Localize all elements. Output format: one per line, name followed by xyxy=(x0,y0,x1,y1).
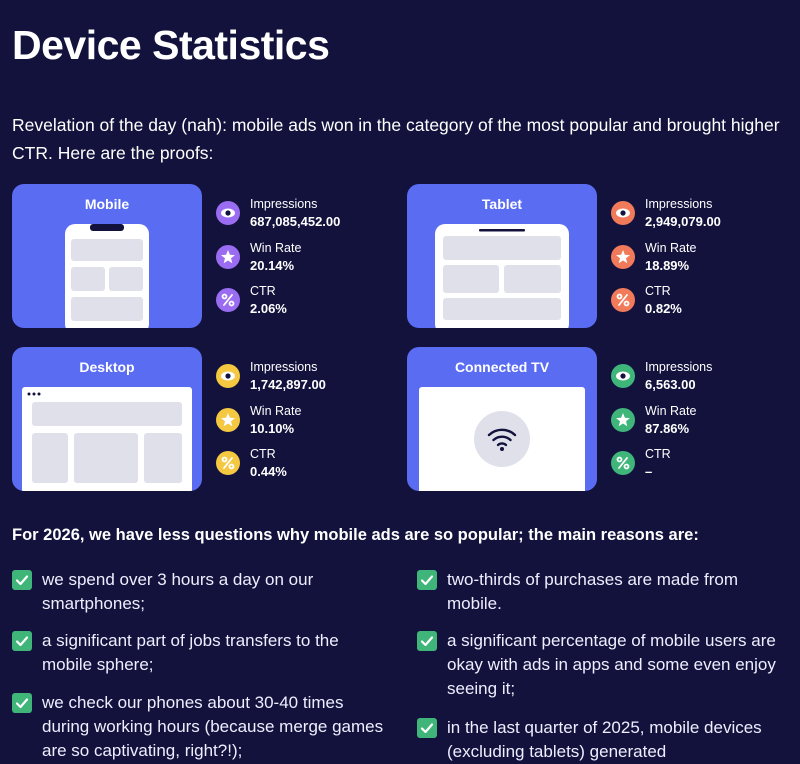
stat-value: 0.82% xyxy=(645,301,682,316)
reason-text: a significant percentage of mobile users… xyxy=(447,631,776,698)
device-illustration xyxy=(12,184,202,333)
stat-value: 18.89% xyxy=(645,257,690,273)
check-icon xyxy=(417,570,437,595)
device-card: Desktop xyxy=(12,347,202,491)
reason-text: we check our phones about 30-40 times du… xyxy=(42,693,384,760)
device-name: Mobile xyxy=(84,196,130,212)
device-illustration xyxy=(407,184,597,333)
stat-label: CTR xyxy=(250,447,276,461)
stat-label: CTR xyxy=(645,284,671,298)
stat-icon xyxy=(611,288,635,317)
check-icon xyxy=(417,718,437,743)
stat-icon xyxy=(611,201,635,230)
device-name: Desktop xyxy=(79,359,135,375)
device-name: Connected TV xyxy=(454,359,550,375)
stat-label: CTR xyxy=(645,447,671,461)
title: Device Statistics xyxy=(12,22,330,68)
stat-value: 87.86% xyxy=(645,420,690,436)
stat-value: 1,742,897.00 xyxy=(250,377,326,392)
stat-label: Impressions xyxy=(645,360,713,374)
stat-value: 10.10% xyxy=(250,420,295,436)
stat-icon xyxy=(216,288,240,317)
stat-value: – xyxy=(645,464,653,479)
stat-icon xyxy=(611,451,635,480)
check-icon xyxy=(12,631,32,656)
device-illustration xyxy=(12,347,202,496)
check-icon xyxy=(417,631,437,656)
reason-text: in the last quarter of 2025, mobile devi… xyxy=(447,718,762,761)
check-icon xyxy=(12,693,32,718)
device-card: Connected TV xyxy=(407,347,597,491)
stat-icon xyxy=(611,407,635,437)
reason-text: we spend over 3 hours a day on our smart… xyxy=(42,570,314,613)
check-icon xyxy=(12,570,32,595)
stat-icon xyxy=(216,201,240,230)
reason-text: two-thirds of purchases are made from mo… xyxy=(447,570,739,613)
stat-icon xyxy=(611,364,635,393)
device-card: Tablet xyxy=(407,184,597,328)
stat-label: Win Rate xyxy=(645,240,697,255)
stat-value: 20.14% xyxy=(250,257,295,273)
stat-label: Impressions xyxy=(250,197,318,211)
stat-value: 6,563.00 xyxy=(645,377,696,392)
stat-icon xyxy=(216,244,240,274)
stat-label: Win Rate xyxy=(250,403,302,418)
subheading: For 2026, we have less questions why mob… xyxy=(12,526,699,544)
stat-icon xyxy=(216,364,240,393)
stat-label: Win Rate xyxy=(645,403,697,418)
stat-label: Impressions xyxy=(645,197,713,211)
stat-label: CTR xyxy=(250,284,276,298)
stat-value: 687,085,452.00 xyxy=(250,214,341,229)
stat-value: 0.44% xyxy=(250,464,287,479)
reason-text: a significant part of jobs transfers to … xyxy=(42,631,339,674)
stat-label: Impressions xyxy=(250,360,318,374)
stat-label: Win Rate xyxy=(250,240,302,255)
stat-icon xyxy=(216,407,240,437)
stat-icon xyxy=(216,451,240,480)
device-card: Mobile xyxy=(12,184,202,328)
stat-value: 2.06% xyxy=(250,301,287,316)
stat-value: 2,949,079.00 xyxy=(645,214,721,229)
stat-icon xyxy=(611,244,635,274)
intro: Revelation of the day (nah): mobile ads … xyxy=(12,115,780,163)
device-illustration xyxy=(407,347,597,496)
device-name: Tablet xyxy=(481,196,523,212)
